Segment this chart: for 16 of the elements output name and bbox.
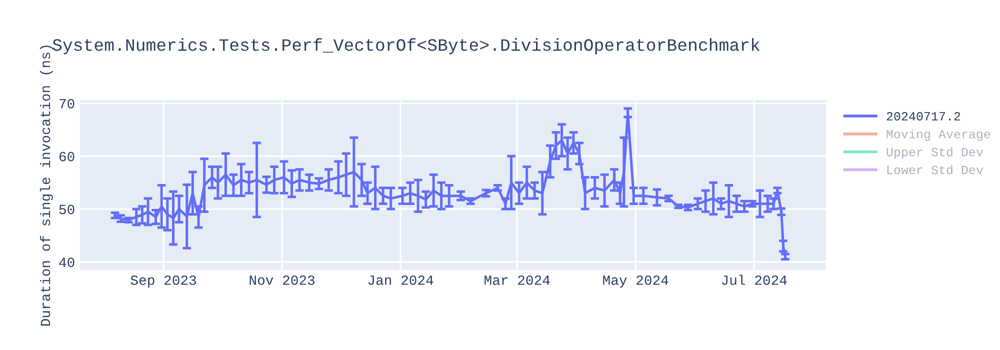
y-tick-label: 40 — [59, 258, 74, 268]
legend-label: 20240717.2 — [886, 112, 960, 121]
y-tick-label: 70 — [60, 99, 74, 108]
legend-label: Moving Average — [886, 129, 990, 141]
legend-label: Lower Std Dev — [887, 165, 984, 174]
x-tick-label: Jan 2024 — [368, 275, 434, 285]
x-tick-label: May 2024 — [603, 275, 668, 288]
x-tick-label: Mar 2024 — [484, 275, 550, 285]
y-tick-label: 60 — [59, 152, 74, 162]
x-tick-label: Jul 2024 — [722, 274, 787, 285]
x-tick-label: Sep 2023 — [130, 275, 196, 288]
chart-title: System.Numerics.Tests.Perf_VectorOf<SByte>.DivisionOperatorBenchmark — [52, 38, 760, 54]
x-tick-label: Nov 2023 — [250, 275, 314, 285]
y-tick-label: 50 — [59, 204, 74, 214]
legend-label: Upper Std Dev — [886, 147, 984, 159]
y-axis-title: Duration of single invocation (ns) — [40, 46, 53, 326]
